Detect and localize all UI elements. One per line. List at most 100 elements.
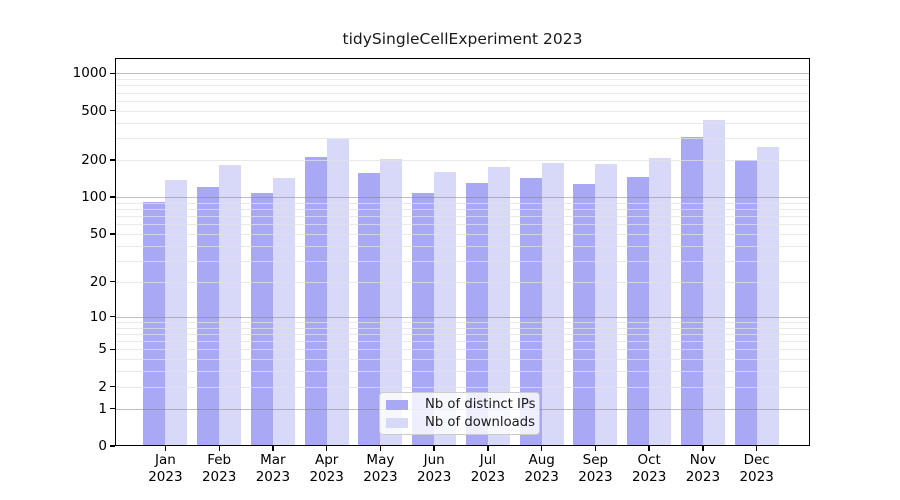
bar-distinct_ips-dec-2023 — [734, 159, 757, 446]
downloads-swatch-icon — [386, 417, 408, 428]
x-axis-tick-aug — [540, 446, 543, 451]
bar-downloads-nov-2023 — [702, 120, 725, 446]
x-tick-label-apr-2023: Apr 2023 — [309, 452, 344, 485]
gridline-900 — [115, 79, 810, 80]
gridline-200 — [115, 159, 810, 161]
legend-label-distinct-ips: Nb of distinct IPs — [425, 397, 536, 412]
x-axis-tick-may — [379, 446, 382, 451]
bar-downloads-aug-2023 — [541, 162, 564, 446]
gridline-10 — [115, 316, 810, 318]
x-axis-tick-jan — [164, 446, 167, 451]
legend-item-downloads: Nb of downloads — [386, 415, 535, 430]
bar-downloads-jan-2023 — [165, 179, 188, 446]
y-axis-tick-500 — [110, 110, 115, 112]
y-axis-tick-10 — [110, 316, 115, 318]
gridline-5 — [115, 349, 810, 351]
gridline-40 — [115, 245, 810, 247]
distinct-ips-swatch-icon — [386, 399, 408, 410]
x-axis-tick-apr — [325, 446, 328, 451]
y-tick-label-0: 0 — [98, 438, 107, 454]
gridline-8 — [115, 327, 810, 329]
legend: Nb of distinct IPs Nb of downloads — [379, 392, 540, 435]
x-axis-tick-jul — [487, 446, 489, 451]
y-tick-label-1000: 1000 — [72, 65, 107, 82]
bar-distinct_ips-sep-2023 — [573, 184, 596, 446]
bar-distinct_ips-feb-2023 — [197, 186, 220, 446]
bar-distinct_ips-apr-2023 — [304, 157, 327, 446]
y-axis-tick-50 — [110, 233, 115, 235]
chart-title: tidySingleCellExperiment 2023 — [342, 30, 583, 48]
gridline-60 — [115, 224, 810, 226]
x-axis-tick-jun — [433, 446, 435, 451]
bar-distinct_ips-nov-2023 — [680, 136, 703, 446]
bar-downloads-feb-2023 — [219, 165, 242, 446]
bar-distinct_ips-jan-2023 — [143, 201, 166, 446]
legend-label-downloads: Nb of downloads — [425, 415, 535, 430]
x-axis-tick-nov — [702, 446, 704, 451]
bar-downloads-mar-2023 — [272, 177, 295, 446]
x-axis-tick-mar — [272, 446, 274, 451]
gridline-9 — [115, 321, 810, 323]
gridline-90 — [115, 202, 810, 204]
bar-downloads-apr-2023 — [326, 139, 349, 446]
gridline-800 — [115, 85, 810, 87]
gridline-2 — [115, 386, 810, 388]
y-tick-label-10: 10 — [89, 308, 107, 325]
gridline-50 — [115, 233, 810, 235]
x-axis-tick-dec — [755, 446, 758, 451]
bar-downloads-sep-2023 — [595, 164, 618, 446]
bar-downloads-may-2023 — [380, 159, 403, 446]
bar-distinct_ips-mar-2023 — [250, 192, 273, 446]
x-tick-label-may-2023: May 2023 — [363, 452, 398, 485]
bar-downloads-oct-2023 — [649, 158, 672, 446]
gridline-3 — [115, 371, 810, 373]
x-tick-label-aug-2023: Aug 2023 — [524, 452, 559, 485]
gridline-20 — [115, 281, 810, 283]
x-tick-label-jan-2023: Jan 2023 — [148, 452, 183, 485]
bar-downloads-jul-2023 — [487, 166, 510, 446]
bar-downloads-dec-2023 — [756, 146, 779, 446]
y-axis-tick-20 — [110, 281, 115, 283]
gridline-600 — [115, 100, 810, 102]
bar-distinct_ips-may-2023 — [358, 172, 381, 446]
legend-item-distinct-ips: Nb of distinct IPs — [386, 397, 536, 412]
gridline-30 — [115, 260, 810, 262]
y-tick-label-200: 200 — [81, 151, 107, 168]
x-tick-label-jul-2023: Jul 2023 — [470, 452, 506, 485]
bar-distinct_ips-oct-2023 — [627, 176, 650, 446]
y-tick-label-20: 20 — [89, 273, 107, 290]
gridline-1000 — [115, 73, 810, 75]
plot-area — [115, 58, 810, 446]
x-tick-label-feb-2023: Feb 2023 — [201, 452, 237, 485]
gridline-700 — [115, 92, 810, 94]
x-tick-label-dec-2023: Dec 2023 — [739, 452, 774, 485]
x-tick-label-oct-2023: Oct 2023 — [631, 452, 667, 485]
gridline-80 — [115, 209, 810, 210]
y-axis-tick-2 — [110, 386, 115, 388]
y-axis-tick-5 — [110, 348, 115, 351]
y-tick-label-2: 2 — [98, 378, 107, 395]
gridline-7 — [115, 333, 810, 335]
x-tick-label-sep-2023: Sep 2023 — [578, 452, 613, 485]
x-axis-tick-sep — [594, 446, 597, 451]
bar-distinct_ips-jun-2023 — [412, 192, 435, 446]
bar-downloads-jun-2023 — [434, 171, 457, 446]
gridline-400 — [115, 122, 810, 124]
y-tick-label-1: 1 — [98, 400, 107, 417]
y-tick-label-500: 500 — [81, 102, 107, 119]
gridline-4 — [115, 359, 810, 361]
y-tick-label-100: 100 — [81, 189, 107, 206]
bar-distinct_ips-jul-2023 — [465, 182, 488, 446]
x-axis-tick-feb — [218, 446, 220, 451]
y-axis-tick-100 — [110, 196, 115, 198]
x-tick-label-mar-2023: Mar 2023 — [255, 452, 291, 485]
gridline-100 — [115, 197, 810, 199]
x-tick-label-jun-2023: Jun 2023 — [416, 452, 452, 485]
y-axis-tick-0 — [110, 445, 115, 447]
gridline-6 — [115, 341, 810, 342]
gridline-70 — [115, 216, 810, 218]
y-axis-tick-200 — [110, 159, 115, 161]
y-tick-label-50: 50 — [89, 225, 107, 242]
gridline-300 — [115, 138, 810, 140]
